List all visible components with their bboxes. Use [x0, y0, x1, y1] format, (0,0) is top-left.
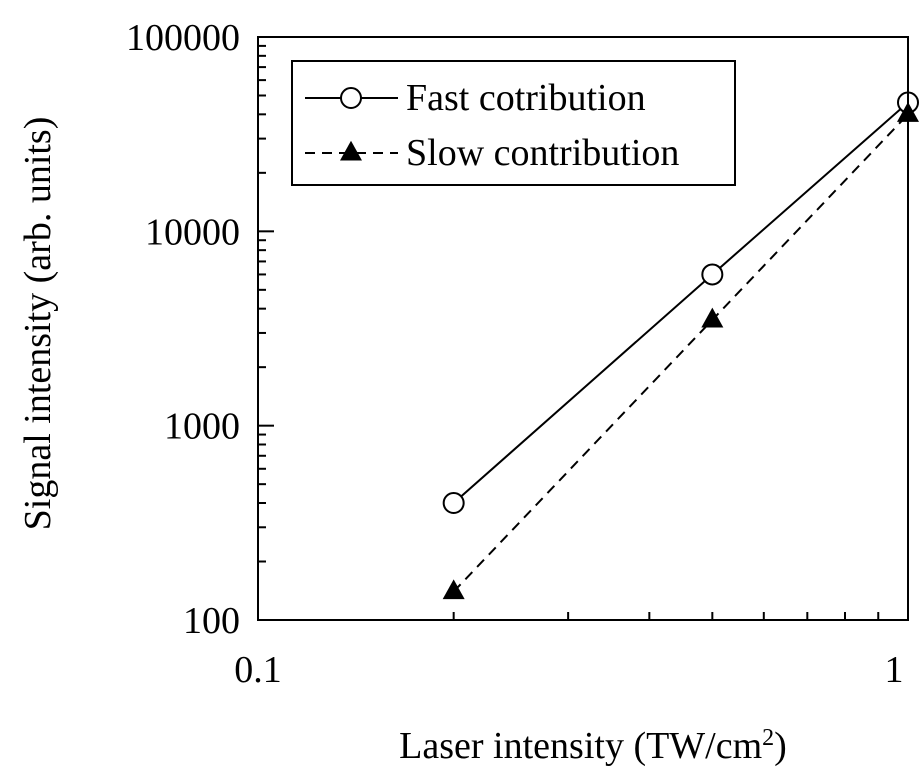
tick-labels: 100 1000 10000 100000 0.1 1	[126, 17, 904, 691]
y-tick-label: 10000	[145, 211, 240, 253]
legend-marker-open-circle	[340, 87, 362, 109]
legend-marker-filled-triangle	[340, 140, 362, 161]
legend-box	[291, 60, 736, 186]
y-tick-label: 100000	[126, 17, 240, 59]
series-layer	[442, 91, 919, 600]
data-point-triangle	[442, 579, 465, 600]
legend: Fast cotribution Slow contribution	[291, 60, 736, 186]
x-tick-label: 0.1	[234, 649, 282, 691]
y-tick-label: 100	[183, 600, 240, 642]
legend-label-slow: Slow contribution	[406, 132, 679, 174]
x-axis-title: Laser intensity (TW/cm2)	[399, 725, 787, 767]
data-point-circle	[442, 491, 465, 514]
x-axis-title-superscript: 2	[762, 725, 774, 751]
legend-entry-fast: Fast cotribution	[305, 77, 646, 119]
y-tick-label: 1000	[164, 406, 240, 448]
series-slow	[442, 102, 919, 600]
data-point-triangle	[701, 307, 724, 328]
legend-entry-slow: Slow contribution	[305, 132, 679, 174]
legend-label-fast: Fast cotribution	[406, 77, 646, 119]
y-axis-title: Signal intensity (arb. units)	[17, 117, 59, 531]
x-tick-label: 1	[885, 649, 904, 691]
plot-frame	[257, 36, 909, 621]
data-point-circle	[701, 263, 724, 286]
